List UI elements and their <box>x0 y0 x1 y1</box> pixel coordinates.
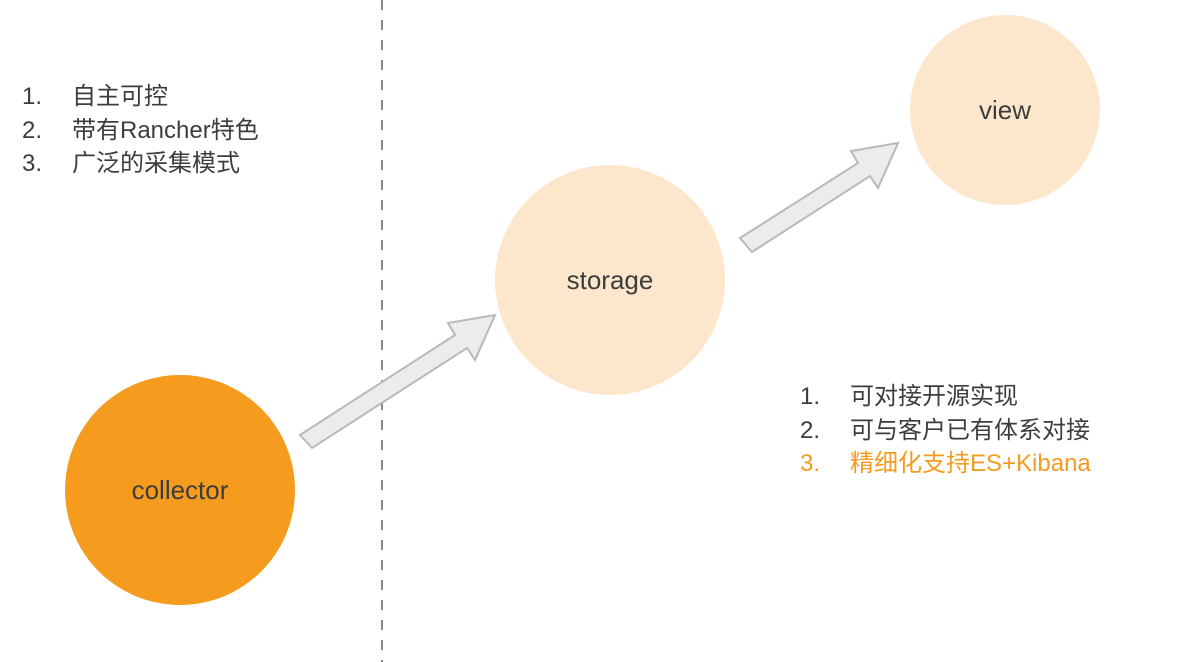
list-item-text: 精细化支持ES+Kibana <box>850 447 1091 481</box>
list-item: 2. 可与客户已有体系对接 <box>800 414 1091 448</box>
list-item-num: 1. <box>800 380 850 414</box>
list-item-text: 广泛的采集模式 <box>72 147 240 181</box>
list-item-num: 3. <box>800 447 850 481</box>
list-item: 3. 广泛的采集模式 <box>22 147 259 181</box>
arrow-storage-to-view <box>740 143 898 252</box>
list-item: 1. 自主可控 <box>22 80 259 114</box>
node-storage-label: storage <box>567 265 654 296</box>
arrow-collector-to-storage <box>300 315 495 448</box>
list-item-num: 3. <box>22 147 72 181</box>
node-collector: collector <box>65 375 295 605</box>
right-feature-list: 1. 可对接开源实现 2. 可与客户已有体系对接 3. 精细化支持ES+Kiba… <box>800 380 1091 481</box>
list-item-text: 可对接开源实现 <box>850 380 1018 414</box>
list-item-num: 2. <box>22 114 72 148</box>
diagram-stage: collector storage view 1. 自主可控 2. 带有Ranc… <box>0 0 1184 662</box>
list-item-text: 可与客户已有体系对接 <box>850 414 1090 448</box>
left-feature-list: 1. 自主可控 2. 带有Rancher特色 3. 广泛的采集模式 <box>22 80 259 181</box>
list-item-text: 自主可控 <box>72 80 168 114</box>
list-item: 3. 精细化支持ES+Kibana <box>800 447 1091 481</box>
node-view-label: view <box>979 95 1031 126</box>
node-storage: storage <box>495 165 725 395</box>
node-view: view <box>910 15 1100 205</box>
list-item-num: 1. <box>22 80 72 114</box>
list-item: 1. 可对接开源实现 <box>800 380 1091 414</box>
node-collector-label: collector <box>132 475 229 506</box>
list-item: 2. 带有Rancher特色 <box>22 114 259 148</box>
list-item-num: 2. <box>800 414 850 448</box>
list-item-text: 带有Rancher特色 <box>72 114 259 148</box>
